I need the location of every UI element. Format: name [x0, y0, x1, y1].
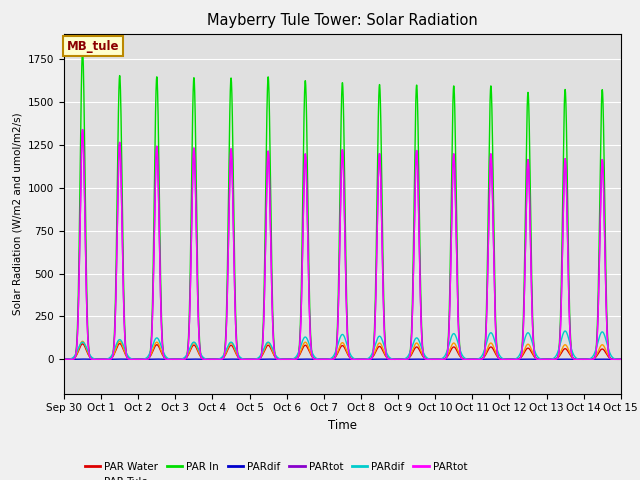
- PARdif: [60, 357, 68, 362]
- PARdif: [322, 357, 330, 362]
- PAR Water: [617, 357, 625, 362]
- PAR Water: [499, 356, 507, 362]
- PAR In: [616, 357, 624, 362]
- PAR In: [467, 357, 475, 362]
- Line: PARtot: PARtot: [64, 130, 621, 360]
- PAR In: [79, 48, 86, 54]
- PARtot: [467, 357, 475, 362]
- PARtot: [79, 127, 86, 132]
- PARdif: [160, 351, 168, 357]
- PAR Tule: [616, 357, 624, 362]
- PARtot: [436, 357, 444, 362]
- Line: PAR In: PAR In: [64, 51, 621, 360]
- PAR Tule: [60, 357, 68, 362]
- PAR Water: [322, 357, 330, 362]
- PAR Tule: [617, 357, 625, 362]
- PARdif: [116, 356, 124, 362]
- PAR Water: [116, 341, 124, 347]
- Text: MB_tule: MB_tule: [67, 40, 119, 53]
- PARdif: [60, 357, 68, 362]
- PARdif: [617, 357, 625, 362]
- PARtot: [499, 357, 507, 362]
- PAR Tule: [161, 354, 168, 360]
- PARtot: [60, 357, 68, 362]
- PARdif: [616, 357, 624, 362]
- PARdif: [499, 357, 507, 362]
- PAR Water: [60, 357, 68, 362]
- PARdif: [467, 357, 475, 362]
- Line: PAR Water: PAR Water: [64, 344, 621, 360]
- PARdif: [467, 357, 475, 362]
- PARtot: [617, 357, 625, 362]
- PARdif: [561, 328, 569, 334]
- PARtot: [322, 357, 330, 362]
- X-axis label: Time: Time: [328, 419, 357, 432]
- Line: PARtot: PARtot: [64, 130, 621, 360]
- PAR In: [60, 357, 68, 362]
- PARtot: [161, 354, 168, 360]
- PARtot: [79, 127, 86, 132]
- Legend: PAR Water, PAR Tule, PAR In, PARdif, PARtot, PARdif, PARtot: PAR Water, PAR Tule, PAR In, PARdif, PAR…: [81, 457, 471, 480]
- PARtot: [499, 357, 507, 362]
- PAR In: [436, 357, 444, 362]
- PAR Water: [467, 357, 475, 362]
- PARtot: [616, 357, 624, 362]
- PAR Tule: [467, 357, 475, 362]
- PARdif: [436, 357, 444, 362]
- PARdif: [616, 357, 624, 362]
- PARdif: [617, 357, 625, 362]
- PAR In: [617, 357, 625, 362]
- PAR In: [322, 357, 330, 362]
- PARtot: [161, 354, 168, 360]
- PARdif: [322, 357, 330, 362]
- PAR Tule: [79, 338, 86, 344]
- PAR Water: [616, 357, 624, 362]
- PAR Tule: [322, 357, 330, 362]
- PARtot: [322, 357, 330, 362]
- PARdif: [436, 356, 444, 362]
- PARtot: [617, 357, 625, 362]
- PAR Tule: [499, 356, 507, 362]
- Line: PARdif: PARdif: [64, 331, 621, 360]
- PAR In: [499, 357, 507, 362]
- PARdif: [499, 356, 506, 361]
- PARdif: [161, 357, 168, 362]
- PAR Water: [436, 357, 444, 362]
- PAR Water: [161, 354, 168, 360]
- PARtot: [467, 357, 475, 362]
- PARtot: [436, 357, 444, 362]
- Title: Mayberry Tule Tower: Solar Radiation: Mayberry Tule Tower: Solar Radiation: [207, 13, 478, 28]
- Y-axis label: Solar Radiation (W/m2 and umol/m2/s): Solar Radiation (W/m2 and umol/m2/s): [12, 112, 22, 315]
- PAR Tule: [436, 357, 444, 362]
- PARtot: [616, 357, 624, 362]
- PARtot: [60, 357, 68, 362]
- PAR In: [161, 354, 168, 360]
- Line: PAR Tule: PAR Tule: [64, 341, 621, 360]
